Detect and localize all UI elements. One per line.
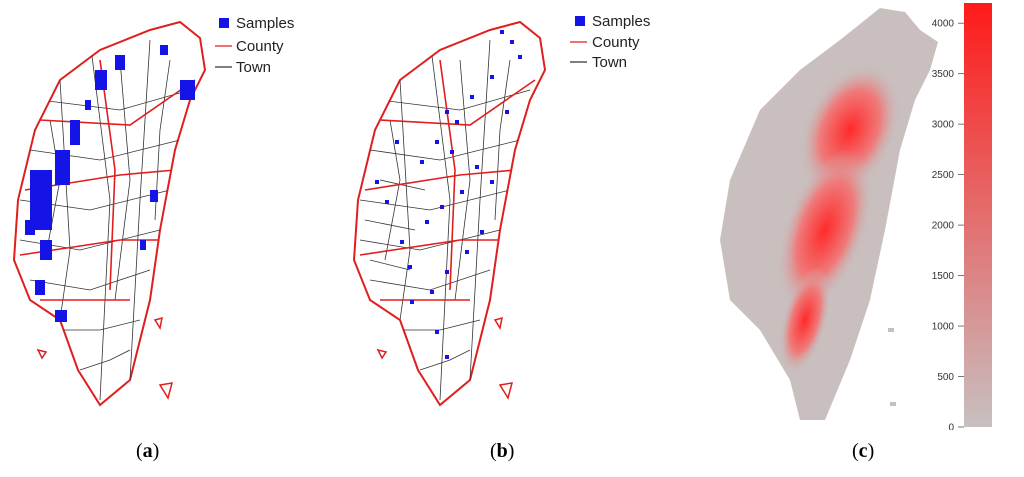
- central-range-south: [779, 266, 831, 374]
- map-panel-c: 0 500 1000 1500 2000 2500 3000 3500 4000: [700, 0, 1024, 430]
- sample-points: [375, 30, 522, 359]
- colorbar-tick-label: 3000: [932, 120, 955, 131]
- green-island: [888, 328, 894, 332]
- map-a-svg: Samples County Town: [12, 15, 294, 407]
- green-island: [153, 316, 163, 330]
- caption-a: (a): [136, 440, 160, 462]
- colorbar-tick-label: 1000: [932, 322, 955, 333]
- sample-points: [25, 45, 195, 322]
- caption-c: (c): [852, 440, 875, 462]
- map-panel-a: Samples County Town: [0, 0, 330, 430]
- county-boundaries: [359, 59, 536, 301]
- colorbar-tick-label: 3500: [932, 69, 955, 80]
- legend-samples-swatch: [575, 16, 585, 26]
- legend-b: Samples County Town: [570, 13, 650, 71]
- legend-county-label: County: [592, 34, 640, 51]
- orchid-island: [890, 402, 896, 406]
- colorbar-tick-label: 1500: [932, 271, 955, 282]
- colorbar-tick-label: 500: [937, 372, 954, 383]
- caption-b: (b): [490, 440, 515, 462]
- green-island: [493, 316, 503, 330]
- legend-town-label: Town: [592, 54, 627, 71]
- colorbar-gradient: [964, 3, 992, 427]
- map-c-svg: 0 500 1000 1500 2000 2500 3000 3500 4000: [720, 3, 992, 430]
- colorbar-tick-label: 2500: [932, 170, 955, 181]
- orchid-island: [158, 382, 174, 400]
- colorbar-ticks: 0 500 1000 1500 2000 2500 3000 3500 4000: [932, 19, 964, 430]
- legend-town-label: Town: [236, 59, 271, 76]
- town-boundaries: [359, 39, 531, 401]
- map-b-svg: Samples County Town: [352, 13, 650, 407]
- legend-samples-label: Samples: [592, 13, 650, 30]
- map-panel-b: Samples County Town: [340, 0, 670, 430]
- orchid-island: [498, 382, 514, 400]
- central-range-middle: [777, 148, 873, 312]
- liuqiu-island: [36, 348, 48, 360]
- liuqiu-island: [376, 348, 388, 360]
- colorbar-tick-label: 4000: [932, 19, 955, 30]
- legend-samples-swatch: [219, 18, 229, 28]
- legend-samples-label: Samples: [236, 15, 294, 32]
- elevation-colorbar: 0 500 1000 1500 2000 2500 3000 3500 4000: [932, 3, 992, 430]
- colorbar-tick-label: 0: [948, 423, 954, 431]
- colorbar-tick-label: 2000: [932, 221, 955, 232]
- legend-a: Samples County Town: [215, 15, 294, 76]
- legend-county-label: County: [236, 38, 284, 55]
